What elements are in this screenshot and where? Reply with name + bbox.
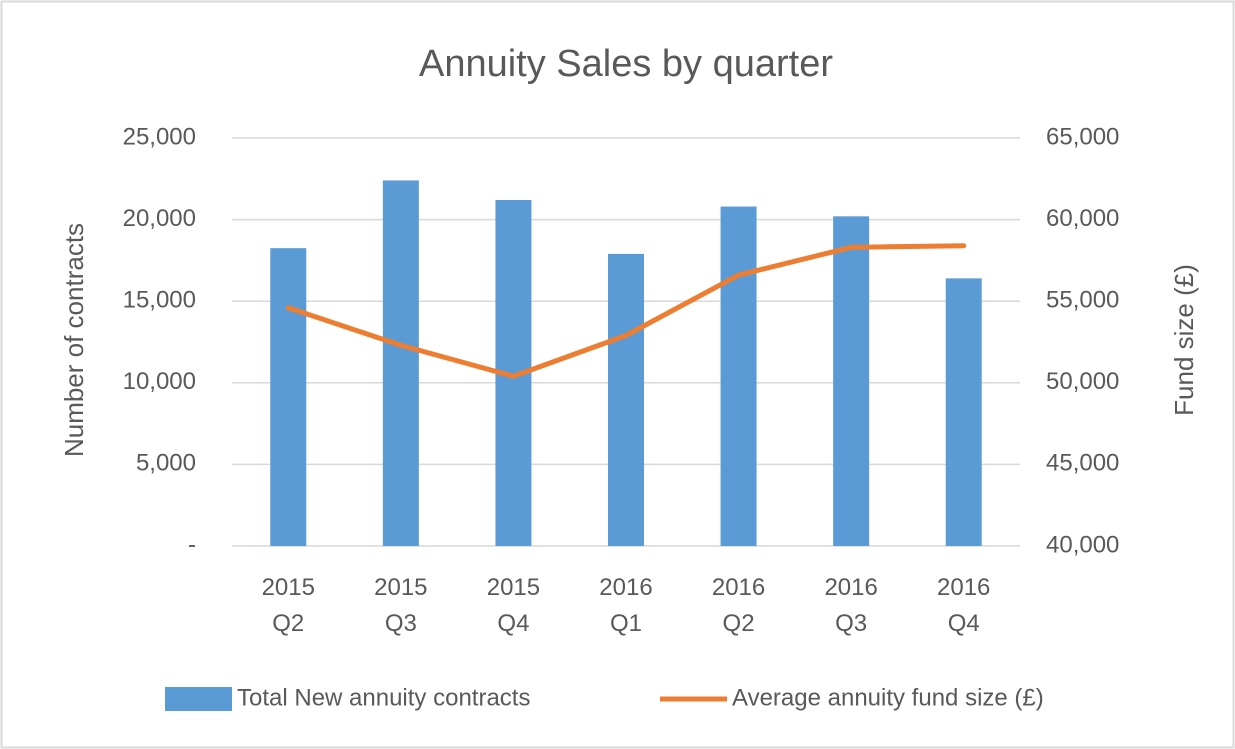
x-tick-label: 2016 Q1 — [599, 574, 653, 637]
x-tick-label: 2015 Q2 — [261, 574, 315, 637]
bar — [382, 180, 419, 546]
x-tick-label: 2015 Q4 — [486, 574, 541, 637]
y2-tick-label: 60,000 — [1046, 205, 1119, 232]
y2-tick-label: 55,000 — [1046, 287, 1119, 314]
y2-tick-label: 50,000 — [1046, 368, 1119, 395]
y-tick-label: 5,000 — [136, 450, 196, 477]
y-axis-title: Number of contracts — [59, 223, 89, 457]
y-tick-label: 15,000 — [123, 287, 196, 314]
x-tick-label: 2015 Q3 — [374, 574, 428, 637]
y-tick-label: 10,000 — [123, 368, 196, 395]
chart-title: Annuity Sales by quarter — [419, 43, 833, 85]
x-tick-label: 2016 Q2 — [711, 574, 766, 637]
y-tick-label: 20,000 — [123, 205, 196, 232]
y2-tick-label: 45,000 — [1046, 450, 1119, 477]
bar — [945, 278, 982, 546]
bar — [833, 216, 870, 546]
legend-swatch — [165, 687, 232, 711]
y2-tick-label: 65,000 — [1046, 123, 1119, 150]
bar — [720, 206, 757, 546]
y-tick-label: - — [188, 531, 196, 558]
line — [285, 243, 967, 379]
y2-tick-label: 40,000 — [1046, 531, 1119, 558]
bar — [608, 253, 644, 546]
legend-label: Average annuity fund size (£) — [732, 684, 1044, 711]
x-tick-label: 2016 Q4 — [937, 574, 991, 637]
bar — [270, 248, 307, 546]
y-tick-label: 25,000 — [123, 123, 196, 150]
y2-axis-title: Fund size (£) — [1169, 264, 1199, 416]
x-tick-label: 2016 Q3 — [824, 574, 878, 637]
legend-label: Total New annuity contracts — [237, 684, 530, 711]
